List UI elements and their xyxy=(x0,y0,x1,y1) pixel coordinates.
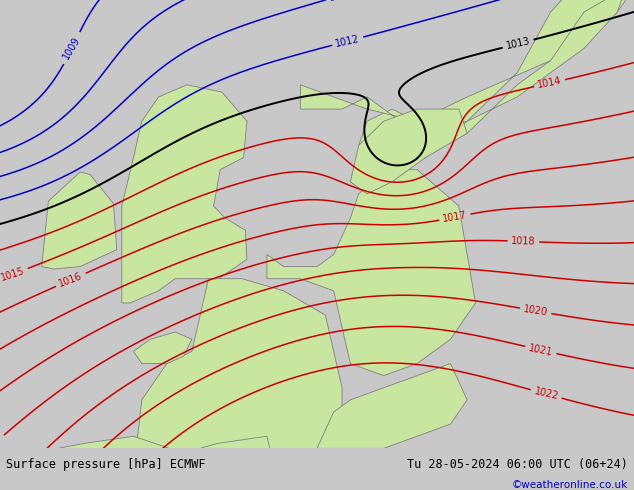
Text: 1017: 1017 xyxy=(442,210,468,224)
Text: Tu 28-05-2024 06:00 UTC (06+24): Tu 28-05-2024 06:00 UTC (06+24) xyxy=(407,458,628,471)
Polygon shape xyxy=(58,436,275,490)
Text: 1016: 1016 xyxy=(58,271,84,289)
Text: 1021: 1021 xyxy=(528,343,554,357)
Text: 1019: 1019 xyxy=(0,435,4,458)
Text: 1009: 1009 xyxy=(61,35,82,61)
Polygon shape xyxy=(134,279,342,472)
Polygon shape xyxy=(351,109,467,194)
Polygon shape xyxy=(134,332,192,364)
Polygon shape xyxy=(301,0,634,133)
Text: 1012: 1012 xyxy=(335,34,361,49)
Polygon shape xyxy=(122,85,247,303)
Polygon shape xyxy=(359,109,430,182)
Text: 1022: 1022 xyxy=(533,386,559,402)
Text: ©weatheronline.co.uk: ©weatheronline.co.uk xyxy=(512,480,628,490)
Text: 1013: 1013 xyxy=(505,36,531,51)
Text: 1020: 1020 xyxy=(523,304,548,318)
Polygon shape xyxy=(267,170,476,376)
Text: 1018: 1018 xyxy=(511,236,536,247)
Polygon shape xyxy=(317,364,467,448)
Text: 1015: 1015 xyxy=(0,266,26,283)
Polygon shape xyxy=(42,172,117,269)
Text: Surface pressure [hPa] ECMWF: Surface pressure [hPa] ECMWF xyxy=(6,458,206,471)
Text: 1011: 1011 xyxy=(328,0,354,3)
Polygon shape xyxy=(417,0,626,157)
Text: 1014: 1014 xyxy=(537,76,563,90)
